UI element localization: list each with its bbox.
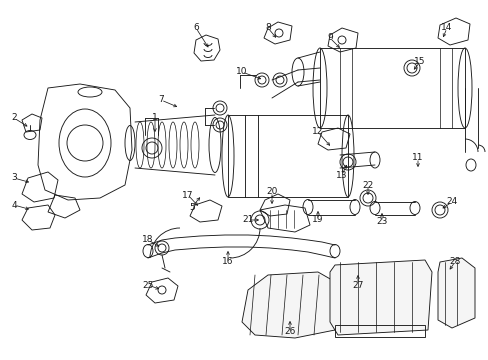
Text: 5: 5 [189, 202, 195, 211]
Text: 7: 7 [158, 95, 163, 104]
Text: 1: 1 [152, 113, 158, 122]
Text: 4: 4 [11, 201, 17, 210]
Text: 25: 25 [142, 280, 153, 289]
Bar [319, 48, 464, 128]
Text: 27: 27 [351, 280, 363, 289]
Bar [227, 115, 347, 197]
Text: 2: 2 [11, 113, 17, 122]
Text: 3: 3 [11, 174, 17, 183]
Bar [334, 325, 424, 337]
Text: 15: 15 [413, 58, 425, 67]
Text: 18: 18 [142, 235, 153, 244]
Text: 22: 22 [362, 180, 373, 189]
Text: 23: 23 [376, 217, 387, 226]
Text: 10: 10 [236, 68, 247, 77]
Polygon shape [242, 272, 334, 338]
Text: 17: 17 [182, 190, 193, 199]
Text: 9: 9 [326, 33, 332, 42]
Text: 19: 19 [312, 216, 323, 225]
Text: 21: 21 [242, 216, 253, 225]
Text: 28: 28 [448, 257, 460, 266]
Text: 26: 26 [284, 328, 295, 337]
Text: 8: 8 [264, 23, 270, 32]
Text: 24: 24 [446, 198, 457, 207]
Text: 20: 20 [266, 188, 277, 197]
Text: 11: 11 [411, 153, 423, 162]
Text: 14: 14 [440, 23, 452, 32]
Polygon shape [329, 260, 431, 335]
Text: 6: 6 [193, 23, 199, 32]
Polygon shape [437, 258, 474, 328]
Text: 16: 16 [222, 257, 233, 266]
Text: 12: 12 [312, 127, 323, 136]
Text: 13: 13 [336, 171, 347, 180]
